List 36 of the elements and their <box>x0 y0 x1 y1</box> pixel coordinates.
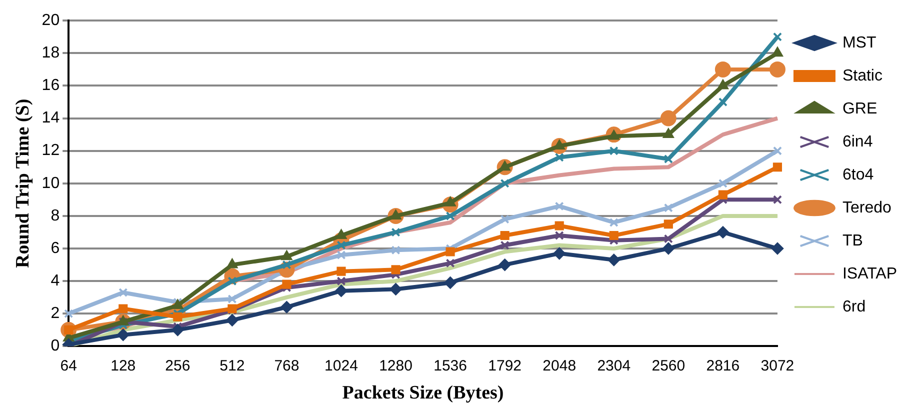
y-tick-label: 6 <box>50 240 60 257</box>
y-tick-label: 2 <box>50 305 60 322</box>
legend-label: 6rd <box>842 298 866 316</box>
y-tick-label: 4 <box>50 272 60 290</box>
legend-label: 6in4 <box>842 133 873 150</box>
y-tick-label: 10 <box>42 174 60 192</box>
y-axis-title: Round Trip Time (S) <box>12 98 34 268</box>
legend-label: MST <box>842 34 876 52</box>
legend-label: ISATAP <box>842 265 897 282</box>
legend-label: Static <box>842 67 882 84</box>
y-tick-label: 16 <box>42 77 60 94</box>
x-tick-label: 1280 <box>379 357 412 374</box>
x-tick-label: 2560 <box>652 357 686 374</box>
legend-label: Teredo <box>842 199 892 216</box>
x-tick-label: 64 <box>60 357 77 374</box>
x-tick-label: 128 <box>110 357 136 374</box>
x-tick-label: 2816 <box>706 357 740 374</box>
x-tick-label: 512 <box>220 357 245 374</box>
y-tick-label: 8 <box>50 207 60 224</box>
x-tick-label: 256 <box>165 357 190 374</box>
y-tick-label: 18 <box>42 44 60 62</box>
x-tick-label: 1024 <box>324 357 358 374</box>
x-tick-label: 1536 <box>434 357 467 374</box>
legend-label: TB <box>842 232 863 250</box>
x-tick-label: 768 <box>274 357 300 374</box>
y-tick-label: 12 <box>42 142 60 160</box>
legend-label: GRE <box>842 100 878 118</box>
y-tick-label: 0 <box>50 338 60 355</box>
x-tick-label: 1792 <box>488 357 522 374</box>
y-tick-label: 20 <box>42 12 60 30</box>
legend-label: 6to4 <box>842 166 874 184</box>
x-tick-label: 2304 <box>597 357 631 374</box>
x-tick-label: 2048 <box>542 357 576 374</box>
x-axis-title: Packets Size (Bytes) <box>342 382 504 404</box>
y-tick-label: 14 <box>42 110 60 127</box>
x-tick-label: 3072 <box>760 357 794 374</box>
